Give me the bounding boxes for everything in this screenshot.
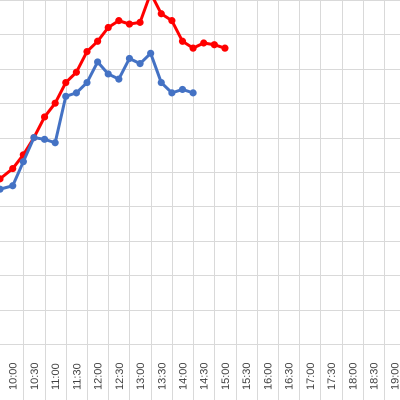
data-point <box>189 89 197 97</box>
data-point <box>147 49 155 57</box>
data-point <box>83 48 91 56</box>
data-point <box>115 17 123 25</box>
data-point <box>0 185 4 193</box>
data-point <box>157 78 165 87</box>
x-tick-label: 17:00 <box>305 362 317 390</box>
series-line <box>0 0 226 181</box>
series-1 <box>0 0 229 183</box>
data-point <box>51 99 59 107</box>
data-point <box>83 78 91 87</box>
x-tick-labels: 10:00 10:30 11:00 11:30 12:00 12:30 13:00 13:30… <box>8 362 400 390</box>
data-point <box>9 182 17 190</box>
data-point <box>168 17 176 25</box>
series-layer <box>0 0 229 193</box>
data-point <box>168 89 176 97</box>
data-point <box>221 44 229 52</box>
x-tick-label: 15:30 <box>241 362 253 390</box>
data-point <box>0 175 4 183</box>
data-point <box>51 139 59 147</box>
data-point <box>104 70 112 78</box>
data-point <box>9 164 17 173</box>
data-point <box>40 113 49 121</box>
data-point <box>94 37 102 45</box>
x-tick-label: 10:00 <box>8 362 20 390</box>
x-tick-label: 13:30 <box>156 362 168 390</box>
data-point <box>178 85 187 94</box>
x-tick-label: 18:30 <box>368 362 380 390</box>
x-tick-label: 11:00 <box>50 363 62 390</box>
data-point <box>189 44 197 52</box>
data-point <box>40 135 49 143</box>
data-point <box>19 158 27 166</box>
x-tick-label: 17:30 <box>326 362 338 390</box>
x-tick-label: 10:30 <box>29 362 41 390</box>
data-point <box>200 39 208 47</box>
data-point <box>178 37 187 45</box>
x-tick-label: 15:00 <box>220 362 232 390</box>
x-tick-label: 12:00 <box>93 362 105 390</box>
x-tick-label: 16:30 <box>284 362 296 390</box>
x-tick-label: 13:00 <box>135 362 147 390</box>
x-tick-label: 19:00 <box>390 362 400 390</box>
data-point <box>62 92 70 100</box>
data-point <box>62 78 70 87</box>
data-point <box>136 60 144 68</box>
data-point <box>125 54 134 63</box>
data-point <box>115 75 123 83</box>
x-tick-label: 11:30 <box>71 363 83 390</box>
data-point <box>72 68 80 76</box>
data-point <box>30 134 38 142</box>
x-tick-label: 18:00 <box>347 362 359 390</box>
data-point <box>94 58 102 66</box>
x-tick-label: 14:00 <box>177 362 189 390</box>
data-point <box>157 10 165 18</box>
x-tick-label: 16:00 <box>262 362 274 390</box>
data-point <box>136 18 144 26</box>
x-tick-label: 12:30 <box>114 362 126 390</box>
x-tick-label: 14:30 <box>199 362 211 390</box>
data-point <box>104 23 112 32</box>
data-point <box>125 20 134 28</box>
series-line <box>0 51 194 191</box>
data-point <box>210 41 218 49</box>
series-2 <box>0 49 197 193</box>
data-point <box>72 89 80 97</box>
